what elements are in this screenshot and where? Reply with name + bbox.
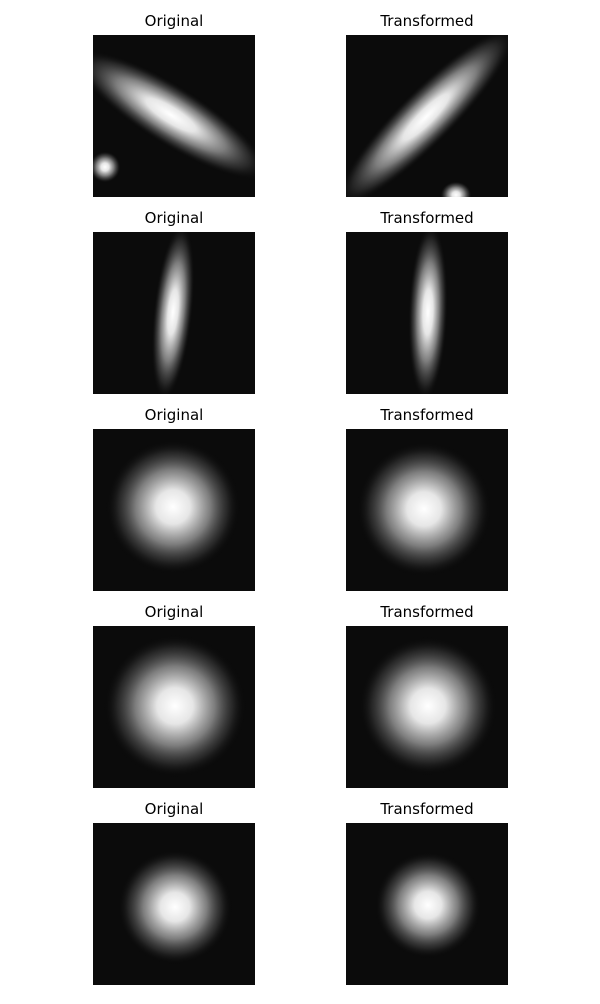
light-source [150, 232, 196, 394]
light-source [440, 181, 472, 197]
light-source [103, 634, 247, 778]
panel-title: Transformed [379, 603, 473, 621]
image [346, 429, 508, 591]
image [93, 429, 255, 591]
panel-title: Transformed [379, 209, 473, 227]
light-source [358, 636, 498, 776]
panel-title: Original [145, 603, 204, 621]
image [93, 823, 255, 985]
image [93, 35, 255, 197]
panel-title: Transformed [379, 406, 473, 424]
light-source [407, 232, 449, 394]
panel-title: Original [145, 406, 204, 424]
light-source [346, 35, 508, 197]
panel-title: Transformed [379, 12, 473, 30]
light-source [93, 151, 121, 183]
panel-title: Original [145, 12, 204, 30]
image [346, 35, 508, 197]
image [93, 232, 255, 394]
panel-title: Original [145, 800, 204, 818]
panel-title: Transformed [379, 800, 473, 818]
image [346, 823, 508, 985]
image [93, 626, 255, 788]
light-source [356, 441, 492, 577]
image [346, 232, 508, 394]
light-source [93, 48, 255, 182]
panel-title: Original [145, 209, 204, 227]
image [346, 626, 508, 788]
light-source [374, 851, 482, 959]
light-source [117, 849, 233, 965]
light-source [105, 439, 241, 575]
